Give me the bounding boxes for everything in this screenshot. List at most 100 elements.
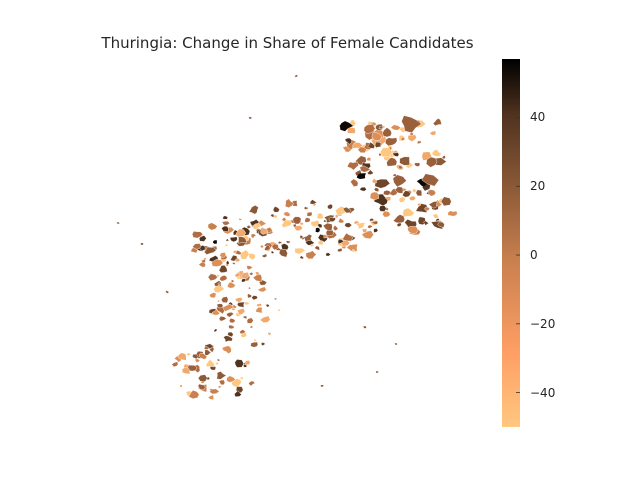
- municipality-region: [194, 358, 201, 363]
- municipality-region: [447, 210, 458, 217]
- municipality-region: [378, 125, 383, 130]
- municipality-region: [218, 316, 227, 322]
- municipality-region: [347, 127, 356, 134]
- municipality-region: [374, 178, 391, 189]
- municipality-region: [285, 240, 291, 244]
- municipality-region: [390, 124, 402, 131]
- municipality-region: [415, 203, 429, 213]
- municipality-region: [234, 390, 242, 398]
- municipality-region: [219, 275, 228, 282]
- municipality-region: [391, 152, 400, 157]
- municipality-region: [229, 318, 236, 324]
- municipality-region: [385, 196, 391, 202]
- municipality-region: [402, 190, 411, 198]
- municipality-region: [366, 169, 374, 175]
- municipality-region: [367, 141, 375, 149]
- municipality-region: [399, 156, 410, 166]
- municipality-region: [186, 352, 191, 357]
- municipality-region: [317, 223, 323, 228]
- municipality-region: [197, 374, 208, 382]
- municipality-region: [211, 309, 221, 316]
- municipality-region: [265, 303, 270, 308]
- municipality-region: [374, 141, 382, 148]
- municipality-region: [228, 324, 235, 329]
- municipality-region: [221, 220, 231, 226]
- municipality-region: [234, 250, 242, 255]
- municipality-region: [386, 157, 398, 167]
- municipality-region: [322, 222, 333, 231]
- municipality-region: [278, 241, 282, 245]
- municipality-region: [371, 220, 378, 225]
- municipality-region: [229, 236, 238, 243]
- municipality-region: [429, 130, 437, 136]
- municipality-region: [187, 364, 198, 372]
- municipality-region: [283, 211, 291, 217]
- colorbar-tick-label: −20: [530, 316, 556, 331]
- municipality-region: [359, 165, 371, 173]
- municipality-region: [309, 243, 315, 248]
- municipality-region: [408, 195, 417, 201]
- municipality-region: [242, 315, 248, 320]
- municipality-region: [423, 220, 429, 226]
- colorbar-tick-label: 20: [530, 179, 546, 194]
- municipality-region: [217, 300, 220, 303]
- municipality-region: [216, 371, 227, 380]
- municipality-region: [328, 216, 336, 222]
- municipality-region: [247, 293, 253, 299]
- municipality-region: [214, 362, 219, 365]
- municipality-region: [200, 259, 206, 263]
- municipality-region: [356, 173, 366, 179]
- municipality-region: [264, 244, 271, 251]
- municipality-region: [243, 301, 250, 305]
- municipality-region: [303, 233, 313, 242]
- municipality-region: [181, 366, 191, 375]
- municipality-region: [416, 140, 422, 145]
- municipality-region: [236, 301, 245, 308]
- municipality-region: [190, 247, 198, 254]
- municipality-region: [255, 306, 263, 314]
- municipality-region: [292, 223, 297, 228]
- municipality-region: [355, 222, 366, 230]
- municipality-region: [385, 137, 398, 147]
- municipality-region: [394, 186, 404, 194]
- municipality-region: [320, 385, 324, 387]
- municipality-region: [165, 290, 169, 294]
- municipality-region: [221, 225, 229, 232]
- municipality-region: [305, 250, 317, 260]
- municipality-region: [236, 276, 241, 280]
- municipality-region: [367, 224, 374, 229]
- municipality-region: [409, 132, 414, 136]
- municipality-region: [246, 317, 254, 324]
- municipality-region: [253, 338, 257, 342]
- municipality-region: [431, 149, 442, 157]
- municipality-region: [240, 332, 248, 338]
- colorbar-tick-label: 0: [530, 248, 538, 263]
- municipality-region: [270, 250, 275, 254]
- municipality-region: [245, 224, 252, 230]
- municipality-region: [346, 243, 358, 253]
- municipality-region: [401, 115, 422, 134]
- municipality-region: [226, 281, 236, 289]
- municipality-region: [309, 199, 318, 205]
- municipality-region: [366, 157, 372, 162]
- municipality-region: [357, 146, 367, 154]
- municipality-region: [323, 219, 327, 223]
- municipality-region: [317, 240, 324, 246]
- municipality-region: [337, 248, 343, 253]
- municipality-region: [198, 352, 207, 360]
- municipality-region: [223, 335, 233, 343]
- municipality-region: [371, 178, 377, 184]
- municipality-region: [251, 295, 258, 301]
- municipality-region: [203, 246, 217, 255]
- municipality-region: [295, 74, 298, 78]
- municipality-region: [412, 188, 418, 193]
- municipality-region: [437, 221, 445, 228]
- municipality-region: [392, 174, 407, 188]
- municipality-region: [417, 202, 422, 207]
- municipality-region: [259, 244, 264, 249]
- municipality-region: [204, 349, 212, 356]
- municipality-region: [234, 257, 241, 263]
- municipality-region: [260, 227, 269, 235]
- municipality-region: [306, 211, 313, 217]
- municipality-region: [216, 358, 220, 362]
